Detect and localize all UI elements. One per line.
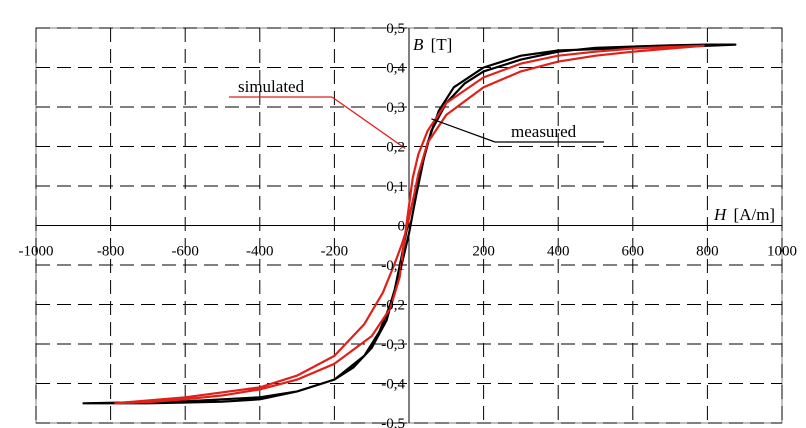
- simulated-label: simulated: [238, 77, 305, 96]
- y-tick-label: 0,4: [386, 61, 405, 77]
- y-tick-label: 0,5: [386, 21, 405, 37]
- y-tick-label: 0,1: [386, 179, 405, 195]
- y-tick-label: -0,3: [381, 337, 405, 353]
- x-axis-label: H [A/m]: [713, 205, 775, 224]
- x-tick-label: 1000: [767, 244, 797, 260]
- series-layer: [82, 43, 737, 405]
- y-axis-label: B [T]: [413, 35, 452, 54]
- tick-labels: -1000 -800 -600 -400 -200 200 400 600 800 1000 -0,…: [19, 21, 798, 428]
- simulated-leader: [331, 96, 406, 150]
- x-tick-label: -600: [171, 244, 199, 260]
- x-tick-label: 200: [472, 244, 495, 260]
- x-tick-label: 600: [622, 244, 645, 260]
- y-tick-label: -0,5: [381, 416, 405, 428]
- y-tick-label: 0,3: [386, 100, 405, 116]
- x-tick-label: -400: [246, 244, 274, 260]
- measured-label: measured: [511, 122, 577, 141]
- y-tick-label: -0,1: [381, 258, 405, 274]
- x-axis-var: H: [713, 205, 728, 224]
- measured-leader: [431, 118, 496, 143]
- grid: [35, 27, 783, 424]
- y-axis-unit: [T]: [431, 35, 453, 54]
- series-line-simulated: [114, 44, 705, 405]
- x-tick-label: -200: [321, 244, 349, 260]
- y-tick-label: 0: [398, 219, 406, 235]
- x-tick-label: -1000: [19, 244, 54, 260]
- x-axis-unit: [A/m]: [734, 205, 776, 224]
- annotation-layer: [229, 96, 604, 150]
- x-tick-label: 400: [547, 244, 570, 260]
- y-tick-label: 0,2: [386, 140, 405, 156]
- y-tick-label: -0,4: [381, 377, 405, 393]
- x-tick-label: 800: [696, 244, 719, 260]
- x-tick-label: -800: [97, 244, 125, 260]
- y-axis-var: B: [413, 35, 424, 54]
- y-tick-label: -0,2: [381, 298, 405, 314]
